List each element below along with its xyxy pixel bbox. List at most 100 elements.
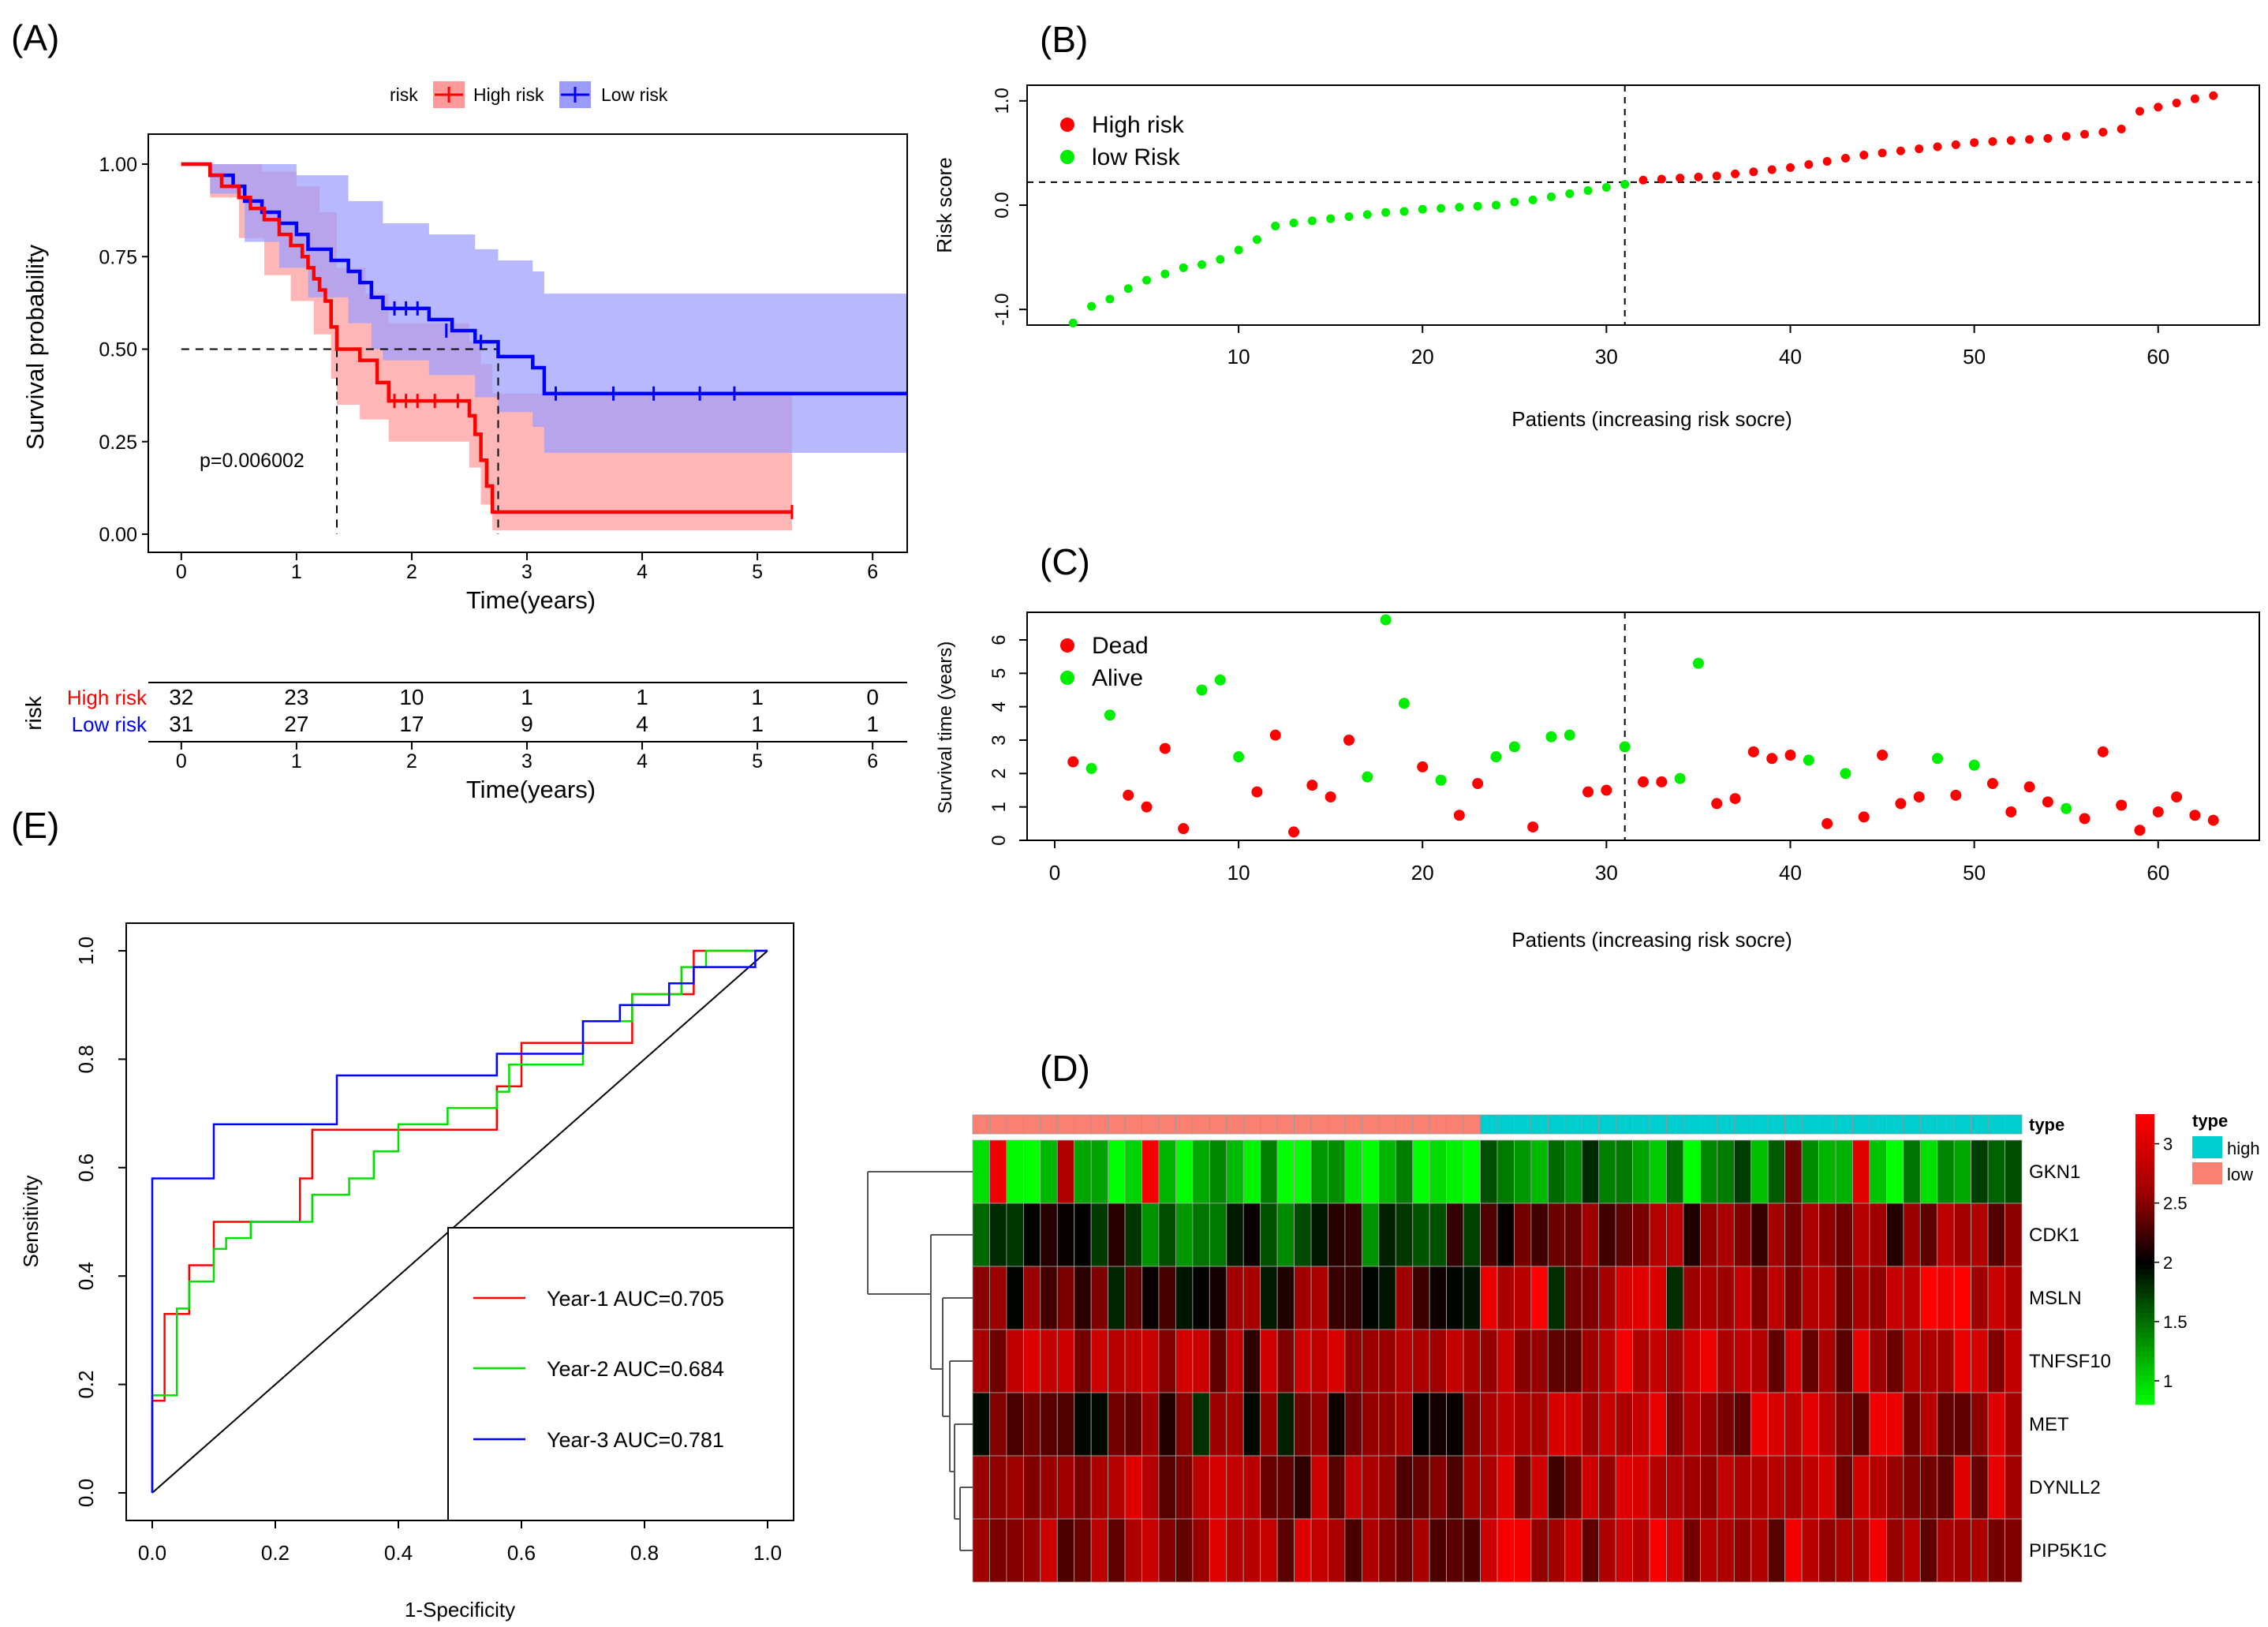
heatmap-cell xyxy=(1022,1518,1041,1583)
heatmap-cell xyxy=(1276,1329,1295,1393)
alive-point xyxy=(1564,729,1575,741)
heatmap-cell xyxy=(1108,1139,1126,1204)
heatmap-cell xyxy=(1040,1202,1058,1267)
heatmap-cell xyxy=(1175,1266,1194,1330)
heatmap-cell xyxy=(1683,1518,1701,1583)
heatmap-cell xyxy=(1242,1518,1261,1583)
heatmap-cell xyxy=(1496,1455,1515,1520)
heatmap-cell xyxy=(1971,1455,1989,1520)
heatmap-cell xyxy=(1581,1266,1600,1330)
heatmap-cell xyxy=(1361,1329,1380,1393)
alive-point xyxy=(1619,741,1631,753)
p-value-label: p=0.006002 xyxy=(200,450,305,472)
heatmap-cell xyxy=(1192,1266,1210,1330)
heatmap-cell xyxy=(1869,1455,1887,1520)
y-tick-label-e: 0.0 xyxy=(74,1479,98,1507)
heatmap-cell xyxy=(1869,1392,1887,1457)
heatmap-cell xyxy=(1242,1392,1261,1457)
heatmap-cell xyxy=(1158,1266,1176,1330)
heatmap-cell xyxy=(2005,1266,2023,1330)
risk-score-point xyxy=(1271,221,1280,230)
x-tick-label-e: 0.2 xyxy=(261,1541,290,1565)
heatmap-cell xyxy=(1751,1139,1769,1204)
annotation-cell xyxy=(1835,1114,1853,1135)
risk-table-count: 27 xyxy=(284,712,308,736)
y-tick-label-c: 5 xyxy=(988,668,1010,679)
ci-band-low-risk xyxy=(181,164,907,453)
risk-score-point xyxy=(1933,142,1942,151)
heatmap-cell xyxy=(1666,1202,1684,1267)
heatmap-cell xyxy=(1784,1329,1803,1393)
dead-point xyxy=(1877,750,1889,761)
heatmap-cell xyxy=(1124,1518,1142,1583)
heatmap-cell xyxy=(1598,1455,1616,1520)
heatmap-cell xyxy=(1818,1266,1836,1330)
x-tick-label-a: 6 xyxy=(867,561,878,583)
heatmap-cell xyxy=(1987,1518,2005,1583)
heatmap-cell xyxy=(1378,1392,1396,1457)
heatmap-cell xyxy=(1700,1518,1718,1583)
risk-table-count: 17 xyxy=(399,712,424,736)
x-axis-label-a: Time(years) xyxy=(466,586,596,614)
heatmap-cell xyxy=(1649,1392,1667,1457)
colorbar-segment xyxy=(2135,1124,2154,1129)
colorbar-segment xyxy=(2135,1322,2154,1328)
risk-table-x-tick-label: 6 xyxy=(867,750,878,772)
heatmap-cell xyxy=(1294,1518,1312,1583)
colorbar-segment xyxy=(2135,1292,2154,1299)
y-tick-label-c: 4 xyxy=(988,701,1010,712)
annotation-cell xyxy=(1361,1114,1380,1135)
heatmap-cell xyxy=(1547,1518,1566,1583)
annotation-cell xyxy=(1885,1114,1904,1135)
heatmap-cell xyxy=(1649,1518,1667,1583)
heatmap-cell xyxy=(1480,1202,1498,1267)
alive-point xyxy=(1803,754,1814,766)
heatmap-cell xyxy=(1987,1202,2005,1267)
risk-score-point xyxy=(1234,245,1243,255)
colorbar-segment xyxy=(2135,1167,2154,1173)
diagonal-reference-line xyxy=(151,950,768,1494)
heatmap-cell xyxy=(1090,1455,1109,1520)
heatmap-cell xyxy=(1971,1392,1989,1457)
heatmap-cell xyxy=(2005,1202,2023,1267)
x-tick-label-b: 60 xyxy=(2147,345,2169,368)
risk-score-point xyxy=(1437,204,1446,213)
heatmap-cell xyxy=(1700,1329,1718,1393)
colorbar-segment xyxy=(2135,1346,2154,1352)
heatmap-cell xyxy=(1175,1139,1194,1204)
dead-point xyxy=(1784,750,1796,761)
heatmap-cell xyxy=(1530,1139,1549,1204)
colorbar-segment xyxy=(2135,1399,2154,1405)
alive-point xyxy=(1214,674,1226,686)
dead-point xyxy=(1582,786,1594,798)
heatmap-cell xyxy=(1141,1202,1160,1267)
risk-table-x-axis-label: Time(years) xyxy=(466,776,596,803)
heatmap-cell xyxy=(1666,1139,1684,1204)
y-tick-label-c: 1 xyxy=(988,802,1010,812)
annotation-cell xyxy=(1818,1114,1836,1135)
risk-table-count: 1 xyxy=(751,712,764,736)
heatmap-cell xyxy=(1463,1329,1481,1393)
heatmap-cell xyxy=(1530,1202,1549,1267)
risk-score-point xyxy=(1878,148,1887,158)
heatmap-cell xyxy=(1328,1392,1346,1457)
annotation-cell xyxy=(1328,1114,1346,1135)
colorbar-segment xyxy=(2135,1337,2154,1342)
annotation-cell xyxy=(1344,1114,1362,1135)
risk-score-point xyxy=(2006,136,2016,145)
heatmap-cell xyxy=(1209,1266,1227,1330)
heatmap-cell xyxy=(1344,1329,1362,1393)
heatmap-cell xyxy=(1056,1266,1075,1330)
heatmap-cell xyxy=(1226,1266,1244,1330)
risk-score-point xyxy=(1307,216,1317,226)
heatmap-cell xyxy=(1953,1202,1972,1267)
dead-point xyxy=(1747,746,1759,757)
heatmap-cell xyxy=(1937,1392,1955,1457)
dead-point xyxy=(1638,776,1649,787)
heatmap-cell xyxy=(1226,1455,1244,1520)
dead-point xyxy=(1178,823,1190,835)
heatmap-cell xyxy=(1937,1266,1955,1330)
annotation-cell xyxy=(1108,1114,1126,1135)
colorbar-segment xyxy=(2135,1288,2154,1294)
risk-score-point xyxy=(1510,197,1519,207)
